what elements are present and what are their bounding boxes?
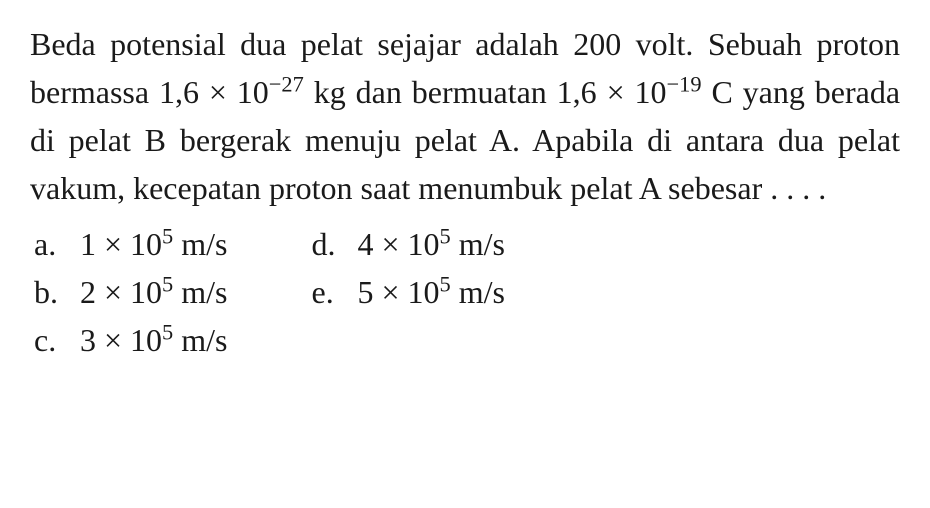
option-d-value: 4 × 105 m/s (357, 220, 504, 268)
option-d-exp: 5 (440, 223, 451, 248)
question-body: Beda potensial dua pelat sejajar adalah … (30, 20, 900, 212)
option-a-exp: 5 (162, 223, 173, 248)
option-a-value: 1 × 105 m/s (80, 220, 227, 268)
option-d: d. 4 × 105 m/s (307, 220, 504, 268)
q-line3-pre: bermuatan 1,6 × 10 (412, 74, 667, 110)
option-e-unit: m/s (451, 274, 505, 310)
option-b-unit: m/s (173, 274, 227, 310)
option-a: a. 1 × 105 m/s (30, 220, 227, 268)
options-container: a. 1 × 105 m/s b. 2 × 105 m/s c. 3 × 105… (30, 220, 900, 364)
option-e: e. 5 × 105 m/s (307, 268, 504, 316)
options-right-column: d. 4 × 105 m/s e. 5 × 105 m/s (307, 220, 504, 364)
q-line2-post: kg dan (304, 74, 402, 110)
option-a-label: a. (30, 220, 80, 268)
option-e-coef: 5 × 10 (357, 274, 439, 310)
option-e-value: 5 × 105 m/s (357, 268, 504, 316)
q-line6: pelat A sebesar . . . . (570, 170, 826, 206)
option-d-coef: 4 × 10 (357, 226, 439, 262)
q-line4: bergerak menuju pelat A. Apabila di anta… (180, 122, 824, 158)
option-c: c. 3 × 105 m/s (30, 316, 227, 364)
option-c-exp: 5 (162, 319, 173, 344)
option-d-unit: m/s (451, 226, 505, 262)
option-c-label: c. (30, 316, 80, 364)
option-c-value: 3 × 105 m/s (80, 316, 227, 364)
options-left-column: a. 1 × 105 m/s b. 2 × 105 m/s c. 3 × 105… (30, 220, 227, 364)
option-b-exp: 5 (162, 271, 173, 296)
option-b-coef: 2 × 10 (80, 274, 162, 310)
option-a-coef: 1 × 10 (80, 226, 162, 262)
q-line3-exp: −19 (667, 71, 702, 96)
option-a-unit: m/s (173, 226, 227, 262)
option-b-value: 2 × 105 m/s (80, 268, 227, 316)
option-b: b. 2 × 105 m/s (30, 268, 227, 316)
option-e-exp: 5 (440, 271, 451, 296)
q-line2-exp: −27 (269, 71, 304, 96)
option-c-unit: m/s (173, 322, 227, 358)
q-line1: Beda potensial dua pelat sejajar adalah … (30, 26, 693, 62)
option-d-label: d. (307, 220, 357, 268)
option-e-label: e. (307, 268, 357, 316)
option-b-label: b. (30, 268, 80, 316)
option-c-coef: 3 × 10 (80, 322, 162, 358)
